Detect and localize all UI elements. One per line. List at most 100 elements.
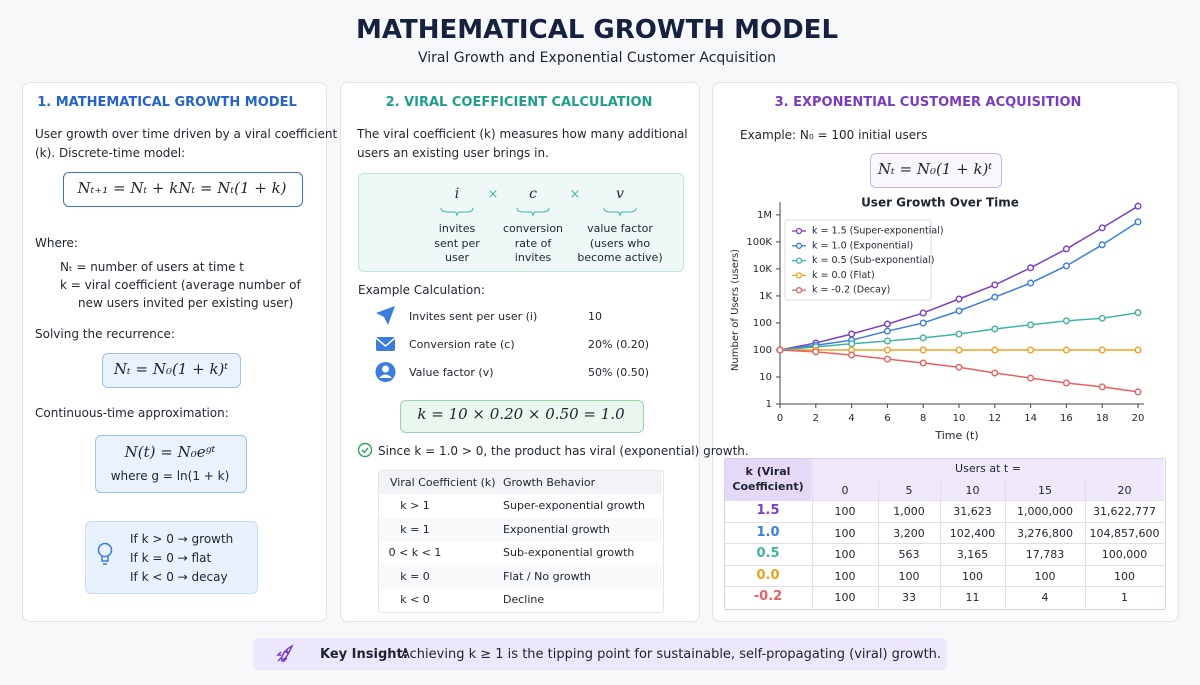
column-header: 20 (1117, 484, 1132, 497)
formula-box (870, 153, 1002, 188)
point (919, 319, 927, 327)
x-tick-label: 2 (813, 413, 819, 424)
cell: 563 (898, 548, 920, 562)
legend-label: k = 1.5 (Super-exponential) (812, 226, 944, 237)
heading: 2. VIRAL COEFFICIENT CALCULATION (385, 95, 653, 110)
point (1062, 346, 1070, 354)
legend-marker (795, 257, 803, 264)
row-line (725, 543, 1164, 545)
cell: 11 (965, 591, 980, 605)
point (1027, 374, 1035, 382)
column-header: Viral Coefficient (k) (390, 476, 496, 489)
point (883, 320, 891, 328)
rule: If k = 0 → flat (130, 551, 212, 565)
cell: Sub-exponential growth (503, 546, 635, 559)
point (991, 325, 999, 333)
x-axis-label: Time (t) (934, 429, 978, 442)
x-tick-label: 6 (884, 413, 890, 424)
row-line (725, 500, 1164, 501)
operator: × (569, 187, 581, 202)
column-line (812, 459, 813, 608)
column-header: 5 (905, 484, 913, 497)
group-header: Users at t = (955, 462, 1021, 475)
cell: 100 (834, 569, 856, 583)
column-header: 10 (965, 484, 980, 497)
example-value: 10 (588, 310, 602, 323)
point (883, 355, 891, 363)
example-label: Value factor (v) (409, 366, 494, 379)
point (919, 309, 927, 317)
formula: N(t) = N₀eᵍᵗ (124, 443, 216, 461)
cell: 33 (902, 591, 916, 605)
table-row (379, 517, 662, 541)
label: Solving the recurrence: (35, 327, 175, 341)
cell: 100 (962, 569, 983, 583)
cell: k < 0 (400, 593, 430, 606)
corner-header: k (Viral (745, 465, 791, 478)
title: MATHEMATICAL GROWTH MODEL (355, 15, 839, 45)
label: Continuous-time approximation: (35, 406, 229, 420)
column-line (1005, 478, 1006, 608)
cell: 31,622,777 (1093, 505, 1156, 518)
formula: Nₜ = N₀(1 + k)ᵗ (113, 360, 229, 378)
y-axis-label: Number of Users (users) (730, 249, 741, 371)
point (955, 363, 963, 371)
check-icon (357, 442, 373, 458)
point (1062, 379, 1070, 387)
row-line (725, 521, 1164, 523)
factor-desc: invites (438, 222, 476, 235)
point (812, 348, 820, 356)
cell: 3,165 (956, 548, 989, 562)
cell: Decline (503, 593, 545, 606)
insight-label: Key Insight: (320, 647, 408, 662)
x-tick-label: 12 (988, 413, 1001, 424)
x-tick-label: 20 (1132, 413, 1145, 424)
cell: k = 0 (400, 569, 430, 583)
factor-symbol: v (616, 186, 624, 202)
x-tick-label: 8 (920, 413, 926, 424)
y-tick-label: 1K (759, 291, 772, 302)
legend-label: k = 0.0 (Flat) (812, 270, 875, 281)
brace (603, 207, 637, 217)
point (1098, 241, 1106, 249)
point (991, 281, 999, 289)
k-value: 1.0 (756, 524, 780, 540)
point (1098, 346, 1106, 354)
intro: User growth over time driven by a viral … (35, 127, 338, 141)
chart: User Growth Over Time Time (t) Number of… (730, 196, 1145, 443)
point (955, 330, 963, 338)
insight-text: Achieving k ≥ 1 is the tipping point for… (401, 647, 942, 662)
point (1134, 388, 1142, 396)
example-value: 50% (0.50) (588, 366, 650, 379)
point (1062, 317, 1070, 325)
heading: 1. MATHEMATICAL GROWTH MODEL (37, 95, 297, 110)
legend-marker (795, 242, 803, 249)
definition: k = viral coefficient (average number of (60, 278, 301, 292)
factor-desc: (users who (589, 236, 651, 250)
point (883, 327, 891, 335)
formula-note: where g = ln(1 + k) (110, 469, 230, 483)
point (883, 346, 891, 354)
corner-header: Coefficient) (732, 480, 804, 493)
y-tick-label: 1 (766, 399, 772, 410)
cell: 3,200 (893, 526, 925, 540)
factor-symbol: c (529, 186, 537, 202)
point (1098, 314, 1106, 322)
cell: k = 1 (400, 522, 430, 536)
k-value: 0.0 (756, 567, 780, 583)
table (724, 458, 1166, 610)
cell: 0 < k < 1 (388, 546, 442, 559)
point (955, 346, 963, 354)
factor-symbol: i (454, 186, 460, 202)
x-tick-label: 4 (848, 413, 854, 424)
point (1027, 346, 1035, 354)
cell: 100 (1034, 569, 1056, 583)
y-tick-label: 100 (753, 318, 772, 329)
result: k = 10 × 0.20 × 0.50 = 1.0 (417, 405, 625, 423)
legend-marker (795, 287, 803, 294)
legend-label: k = -0.2 (Decay) (812, 285, 890, 296)
example: Example: N₀ = 100 initial users (740, 128, 928, 142)
column-header: Growth Behavior (503, 476, 596, 489)
result-box (400, 400, 644, 433)
formula: Nₜ₊₁ = Nₜ + kNₜ = Nₜ(1 + k) (77, 179, 287, 197)
